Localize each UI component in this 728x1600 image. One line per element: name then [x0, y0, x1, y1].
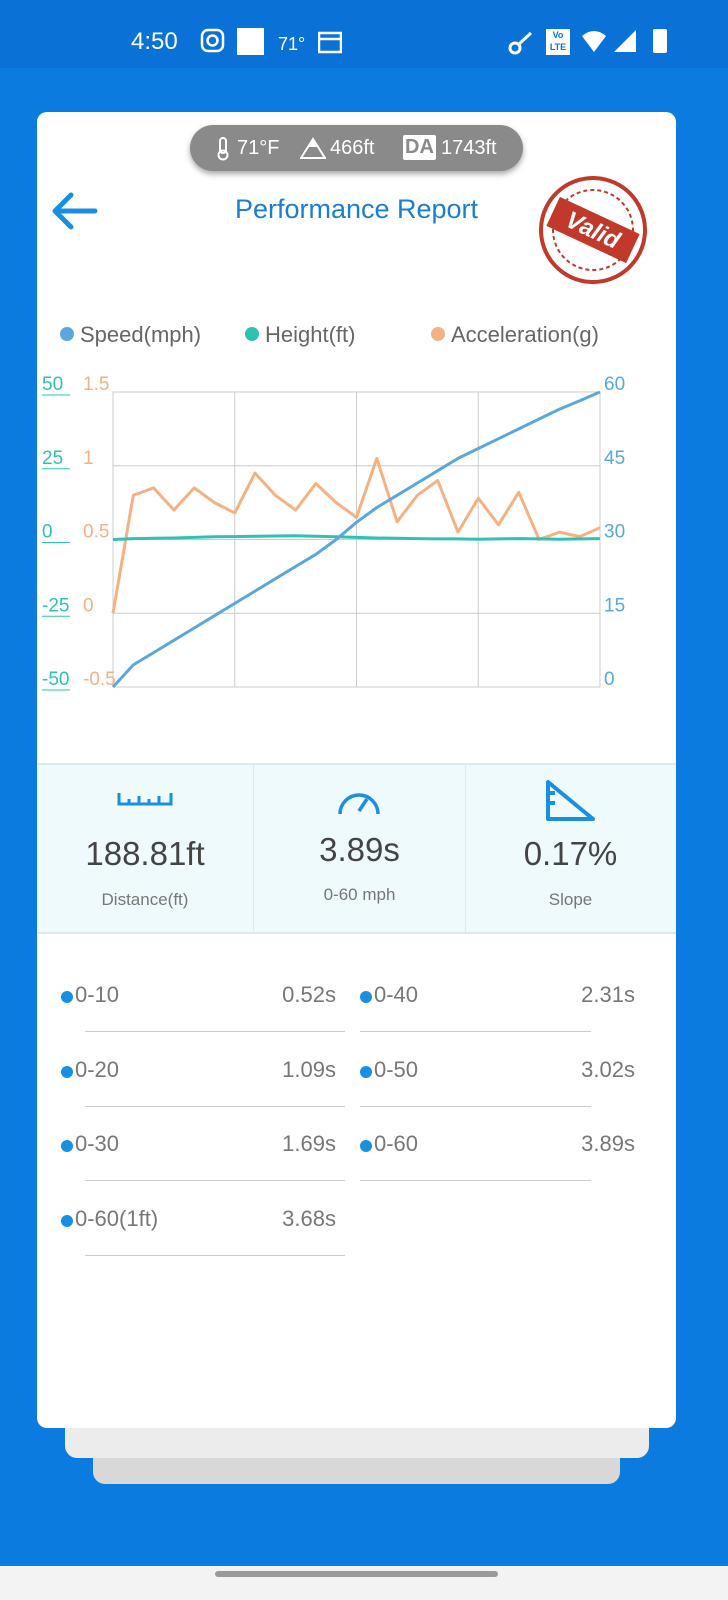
y2-tick-label: 45 — [604, 448, 625, 469]
signal-icons — [582, 30, 636, 52]
split-label: 0-60(1ft) — [75, 1205, 159, 1231]
split-label: 0-40 — [374, 982, 419, 1007]
series-line — [112, 534, 601, 541]
y-tick-label: -25 — [42, 595, 69, 616]
split-row: 0-30 1.69s — [61, 1131, 336, 1161]
split-dot — [61, 1214, 73, 1227]
split-label: 0-10 — [75, 982, 120, 1007]
legend-swatch — [60, 327, 74, 341]
calendar-icon — [318, 31, 342, 54]
split-row: 0-50 3.02s — [360, 1057, 635, 1087]
key-icon — [508, 31, 533, 55]
stat-label: 0-60 mph — [323, 885, 396, 904]
da-badge: DA — [403, 135, 436, 160]
separator — [85, 1180, 345, 1181]
split-row: 0-20 1.09s — [61, 1057, 336, 1087]
y3-tick-label: -0.5 — [83, 669, 116, 690]
separator — [85, 1031, 345, 1032]
y-tick-label: 25 — [42, 448, 63, 469]
altitude: 466ft — [330, 137, 375, 159]
split-row: 0-40 2.31s — [360, 982, 635, 1012]
stat-slope: 0.17% Slope — [465, 765, 676, 932]
status-time: 4:50 — [131, 28, 178, 55]
volte-icon: Vo LTE — [546, 29, 570, 55]
split-row: 0-60 3.89s — [360, 1131, 635, 1161]
density-altitude: 1743ft — [441, 137, 497, 159]
series-line — [111, 390, 601, 689]
legend-label: Acceleration(g) — [451, 322, 599, 347]
y2-tick-label: 60 — [604, 374, 625, 395]
instagram-icon — [200, 28, 225, 53]
nav-bar — [0, 1566, 728, 1600]
split-dot — [360, 1140, 372, 1152]
back-button[interactable] — [51, 192, 99, 230]
split-label: 0-50 — [374, 1056, 419, 1082]
separator — [85, 1105, 345, 1107]
stat-value: 0.17% — [523, 835, 618, 872]
ruler-icon — [117, 793, 173, 806]
stats-panel: 188.81ft Distance(ft) 3.89s 0-60 mph 0.1… — [37, 763, 676, 934]
mountain-icon — [300, 137, 326, 159]
split-dot — [61, 1140, 73, 1152]
split-label: 0-60 — [374, 1131, 419, 1156]
split-time: 2.31s — [581, 982, 635, 1007]
separator — [360, 1105, 591, 1107]
separator — [360, 1031, 591, 1032]
split-dot — [360, 1065, 372, 1078]
y-tick-label: -50 — [42, 669, 69, 690]
y3-tick-label: 1 — [83, 448, 94, 469]
y3-tick-label: 1.5 — [83, 374, 109, 395]
conditions-pill: 71°F 466ft DA 1743ft — [190, 125, 523, 171]
y3-tick-label: 0.5 — [83, 522, 109, 543]
y-tick-label: 0 — [42, 522, 53, 543]
chart: Speed(mph) Height(ft) Acceleration(g) -50 -2… — [42, 322, 625, 691]
app-icon — [237, 28, 264, 55]
y2-tick-label: 0 — [604, 669, 615, 690]
stat-label: Distance(ft) — [101, 890, 189, 909]
split-time: 3.68s — [282, 1205, 336, 1231]
split-dot — [360, 991, 372, 1003]
thermometer-icon — [217, 137, 229, 161]
legend-swatch — [431, 327, 445, 341]
battery-icon — [653, 29, 667, 53]
split-time: 3.02s — [581, 1056, 635, 1082]
y2-tick-label: 15 — [604, 595, 625, 616]
splits-list: 0-10 0.52s 0-20 1.09s 0-30 1.69s 0-60(1ft) 3.68… — [37, 112, 676, 1428]
separator — [360, 1180, 591, 1181]
y2-tick-label: 30 — [604, 522, 625, 543]
split-time: 1.09s — [282, 1056, 336, 1082]
split-time: 1.69s — [282, 1131, 336, 1156]
split-row: 0-60(1ft) 3.68s — [61, 1206, 336, 1236]
stat-time: 3.89s 0-60 mph — [253, 765, 466, 932]
separator — [85, 1254, 345, 1256]
status-temperature: 71° — [278, 34, 306, 54]
split-time: 0.52s — [282, 982, 336, 1007]
legend-label: Speed(mph) — [80, 322, 201, 347]
report-card: 71°F 466ft DA 1743ft Performance Report … — [37, 112, 676, 1428]
series-line — [111, 456, 601, 614]
stat-value: 188.81ft — [85, 835, 205, 872]
stat-label: Slope — [548, 890, 593, 909]
split-row: 0-10 0.52s — [61, 982, 336, 1012]
home-indicator — [215, 1571, 498, 1577]
temperature: 71°F — [237, 137, 280, 159]
status-bar: 4:50 71° Vo LTE — [0, 0, 728, 68]
split-label: 0-30 — [75, 1131, 120, 1156]
split-label: 0-20 — [75, 1056, 120, 1082]
slope-icon — [546, 780, 595, 821]
split-dot — [61, 1065, 73, 1078]
stat-distance: 188.81ft Distance(ft) — [37, 765, 253, 932]
gauge-icon — [338, 793, 380, 815]
legend-label: Height(ft) — [265, 322, 355, 347]
valid-stamp: Valid — [539, 176, 647, 284]
stat-value: 3.89s — [319, 831, 400, 868]
split-time: 3.89s — [581, 1131, 635, 1156]
page-title: Performance Report — [234, 194, 479, 224]
y-tick-label: 50 — [42, 374, 63, 395]
y3-tick-label: 0 — [83, 595, 94, 616]
split-dot — [61, 991, 73, 1003]
legend-swatch — [245, 327, 259, 341]
